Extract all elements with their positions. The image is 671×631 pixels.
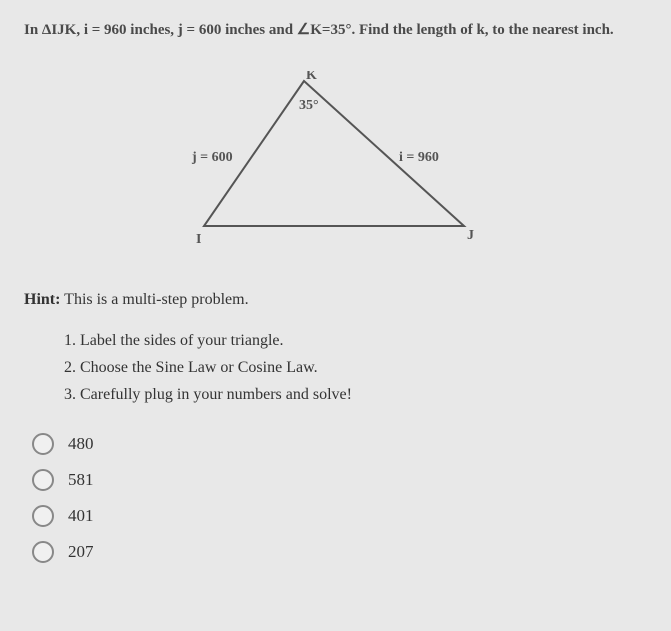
hint-line: Hint: This is a multi-step problem. — [24, 291, 647, 309]
option-row[interactable]: 207 — [32, 541, 647, 563]
radio-icon[interactable] — [32, 541, 54, 563]
triangle-svg: K 35° j = 600 i = 960 I J — [174, 71, 514, 251]
vertex-left-label: I — [196, 232, 201, 247]
option-label: 480 — [68, 434, 94, 454]
radio-icon[interactable] — [32, 505, 54, 527]
hint-label: Hint: — [24, 291, 60, 308]
option-row[interactable]: 581 — [32, 469, 647, 491]
step-item: 1. Label the sides of your triangle. — [64, 327, 647, 354]
vertex-right-label: J — [467, 228, 474, 243]
side-right-label: i = 960 — [399, 150, 439, 165]
question-text: In ΔIJK, i = 960 inches, j = 600 inches … — [24, 20, 647, 41]
triangle-diagram: K 35° j = 600 i = 960 I J — [24, 61, 647, 261]
vertex-top-label: K — [306, 71, 317, 83]
angle-top-label: 35° — [299, 98, 319, 113]
step-item: 2. Choose the Sine Law or Cosine Law. — [64, 354, 647, 381]
side-left-label: j = 600 — [191, 150, 233, 165]
option-label: 207 — [68, 542, 94, 562]
option-row[interactable]: 401 — [32, 505, 647, 527]
option-label: 581 — [68, 470, 94, 490]
steps-list: 1. Label the sides of your triangle. 2. … — [64, 327, 647, 409]
option-label: 401 — [68, 506, 94, 526]
step-item: 3. Carefully plug in your numbers and so… — [64, 381, 647, 408]
hint-body: This is a multi-step problem. — [60, 291, 248, 308]
radio-icon[interactable] — [32, 469, 54, 491]
options-group: 480 581 401 207 — [32, 433, 647, 563]
radio-icon[interactable] — [32, 433, 54, 455]
option-row[interactable]: 480 — [32, 433, 647, 455]
